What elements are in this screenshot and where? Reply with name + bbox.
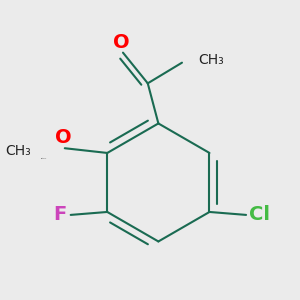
Text: F: F (53, 206, 67, 224)
Text: methoxy: methoxy (41, 158, 47, 160)
Text: Cl: Cl (248, 206, 269, 224)
Text: CH₃: CH₃ (199, 53, 224, 67)
Text: O: O (55, 128, 72, 147)
Text: CH₃: CH₃ (5, 144, 31, 158)
Text: O: O (113, 32, 130, 52)
